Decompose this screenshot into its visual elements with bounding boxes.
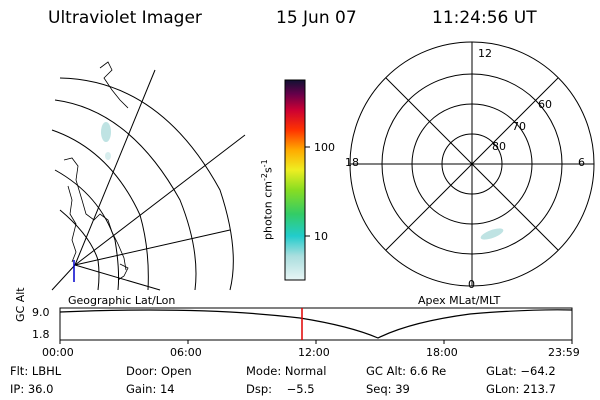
info-gc-alt: GC Alt: 6.6 Re (366, 364, 447, 378)
xtick-2359: 23:59 (548, 346, 580, 359)
info-ip: IP: 36.0 (10, 382, 54, 396)
info-seq: Seq: 39 (366, 382, 410, 396)
mlt-label-18: 18 (345, 156, 359, 169)
lat-label-70: 70 (512, 120, 526, 133)
info-mode: Mode: Normal (246, 364, 327, 378)
xtick-0600: 06:00 (170, 346, 202, 359)
polar-panel-label: Apex MLat/MLT (418, 294, 501, 307)
altitude-ytick-9: 9.0 (32, 306, 50, 319)
xtick-1200: 12:00 (298, 346, 330, 359)
time-label: 11:24:56 UT (432, 8, 537, 28)
xtick-1800: 18:00 (426, 346, 458, 359)
info-glat: GLat: −64.2 (486, 364, 556, 378)
info-gain: Gain: 14 (126, 382, 175, 396)
aurora-patch (101, 122, 111, 142)
colorbar-tick-100: 100 (314, 141, 335, 154)
info-door: Door: Open (126, 364, 192, 378)
mlt-label-6: 6 (578, 156, 585, 169)
date-label: 15 Jun 07 (276, 8, 357, 28)
mlt-label-0: 0 (468, 278, 475, 291)
xtick-0000: 00:00 (42, 346, 74, 359)
altitude-ytick-1-8: 1.8 (32, 328, 50, 341)
instrument-title: Ultraviolet Imager (48, 8, 202, 28)
mlt-label-12: 12 (478, 47, 492, 60)
lat-label-60: 60 (538, 98, 552, 111)
lat-label-80: 80 (492, 140, 506, 153)
geographic-panel-label: Geographic Lat/Lon (68, 294, 176, 307)
info-dsp: Dsp: −5.5 (246, 382, 315, 396)
altitude-ylabel: GC Alt (14, 287, 27, 322)
info-flt: Flt: LBHL (10, 364, 62, 378)
colorbar-tick-10: 10 (314, 230, 328, 243)
info-glon: GLon: 213.7 (486, 382, 556, 396)
